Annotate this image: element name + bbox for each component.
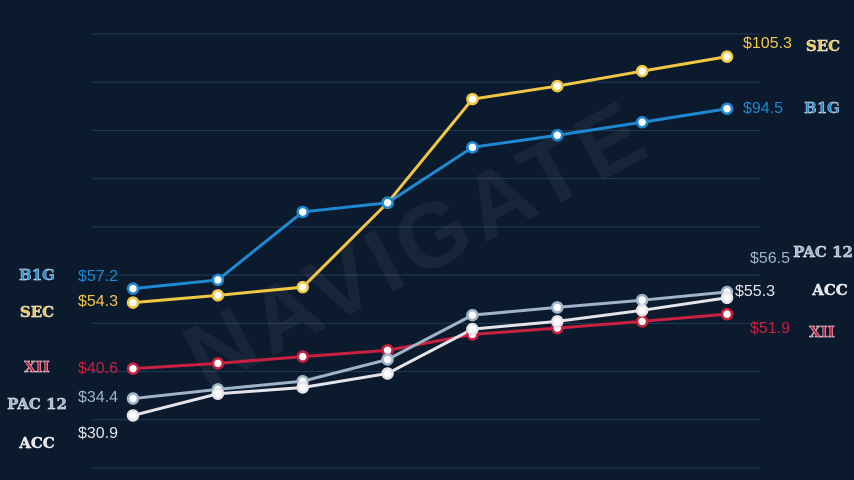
data-point: [381, 367, 394, 380]
value-label: $54.3: [78, 293, 118, 310]
data-point: [296, 381, 309, 394]
data-point: [211, 273, 225, 287]
data-point: [126, 282, 140, 295]
conference-logo: SEC: [20, 303, 54, 321]
value-label: $105.3: [743, 35, 792, 52]
data-point: [720, 50, 734, 63]
conference-logo: B1G: [19, 266, 55, 284]
data-point: [720, 307, 734, 321]
data-point: [126, 409, 140, 422]
data-point: [635, 115, 649, 129]
data-point: [296, 205, 309, 219]
conference-logo: PAC 12: [793, 243, 853, 261]
conference-logo: XII: [24, 358, 50, 376]
data-point: [381, 196, 394, 210]
series-line: [132, 290, 728, 401]
conference-logo: XII: [809, 323, 835, 341]
series-line: [132, 55, 728, 305]
data-point: [635, 315, 649, 328]
conference-logo: PAC 12: [7, 395, 67, 413]
data-point: [551, 301, 564, 314]
conference-logo: ACC: [811, 281, 848, 299]
value-label: $94.5: [743, 100, 783, 117]
data-point: [466, 141, 479, 154]
conference-logo: B1G: [804, 99, 840, 117]
value-label: $57.2: [78, 268, 118, 285]
conference-logo: SEC: [806, 37, 840, 55]
data-point: [126, 392, 140, 405]
value-label: $56.5: [750, 250, 790, 267]
series-line: [132, 312, 728, 371]
data-point: [466, 92, 479, 106]
value-label: $40.6: [78, 360, 118, 377]
grid: [92, 33, 760, 469]
data-point: [211, 387, 225, 400]
value-label: $55.3: [735, 283, 775, 300]
data-point: [381, 353, 394, 366]
data-point: [466, 308, 479, 322]
data-point: [720, 291, 734, 305]
plot: $54.3 $105.3 SEC SEC $57.2 $94.5 B1G B1G $40.6 $5…: [7, 35, 853, 452]
data-point: [296, 280, 309, 294]
data-point: [551, 315, 564, 328]
data-point: [126, 296, 140, 309]
series-line: [132, 296, 728, 417]
series-line: [132, 107, 728, 291]
conference-logo: ACC: [18, 434, 55, 452]
data-point: [211, 289, 225, 302]
data-point: [720, 102, 734, 115]
data-point: [635, 304, 649, 317]
value-label: $51.9: [750, 320, 790, 337]
data-point: [635, 64, 649, 78]
data-point: [211, 357, 225, 370]
value-label: $34.4: [78, 389, 118, 406]
data-point: [466, 322, 479, 336]
data-point: [551, 79, 564, 93]
data-point: [126, 362, 140, 375]
value-label: $30.9: [78, 425, 118, 442]
data-point: [551, 129, 564, 142]
data-point: [635, 293, 649, 307]
data-point: [296, 350, 309, 363]
